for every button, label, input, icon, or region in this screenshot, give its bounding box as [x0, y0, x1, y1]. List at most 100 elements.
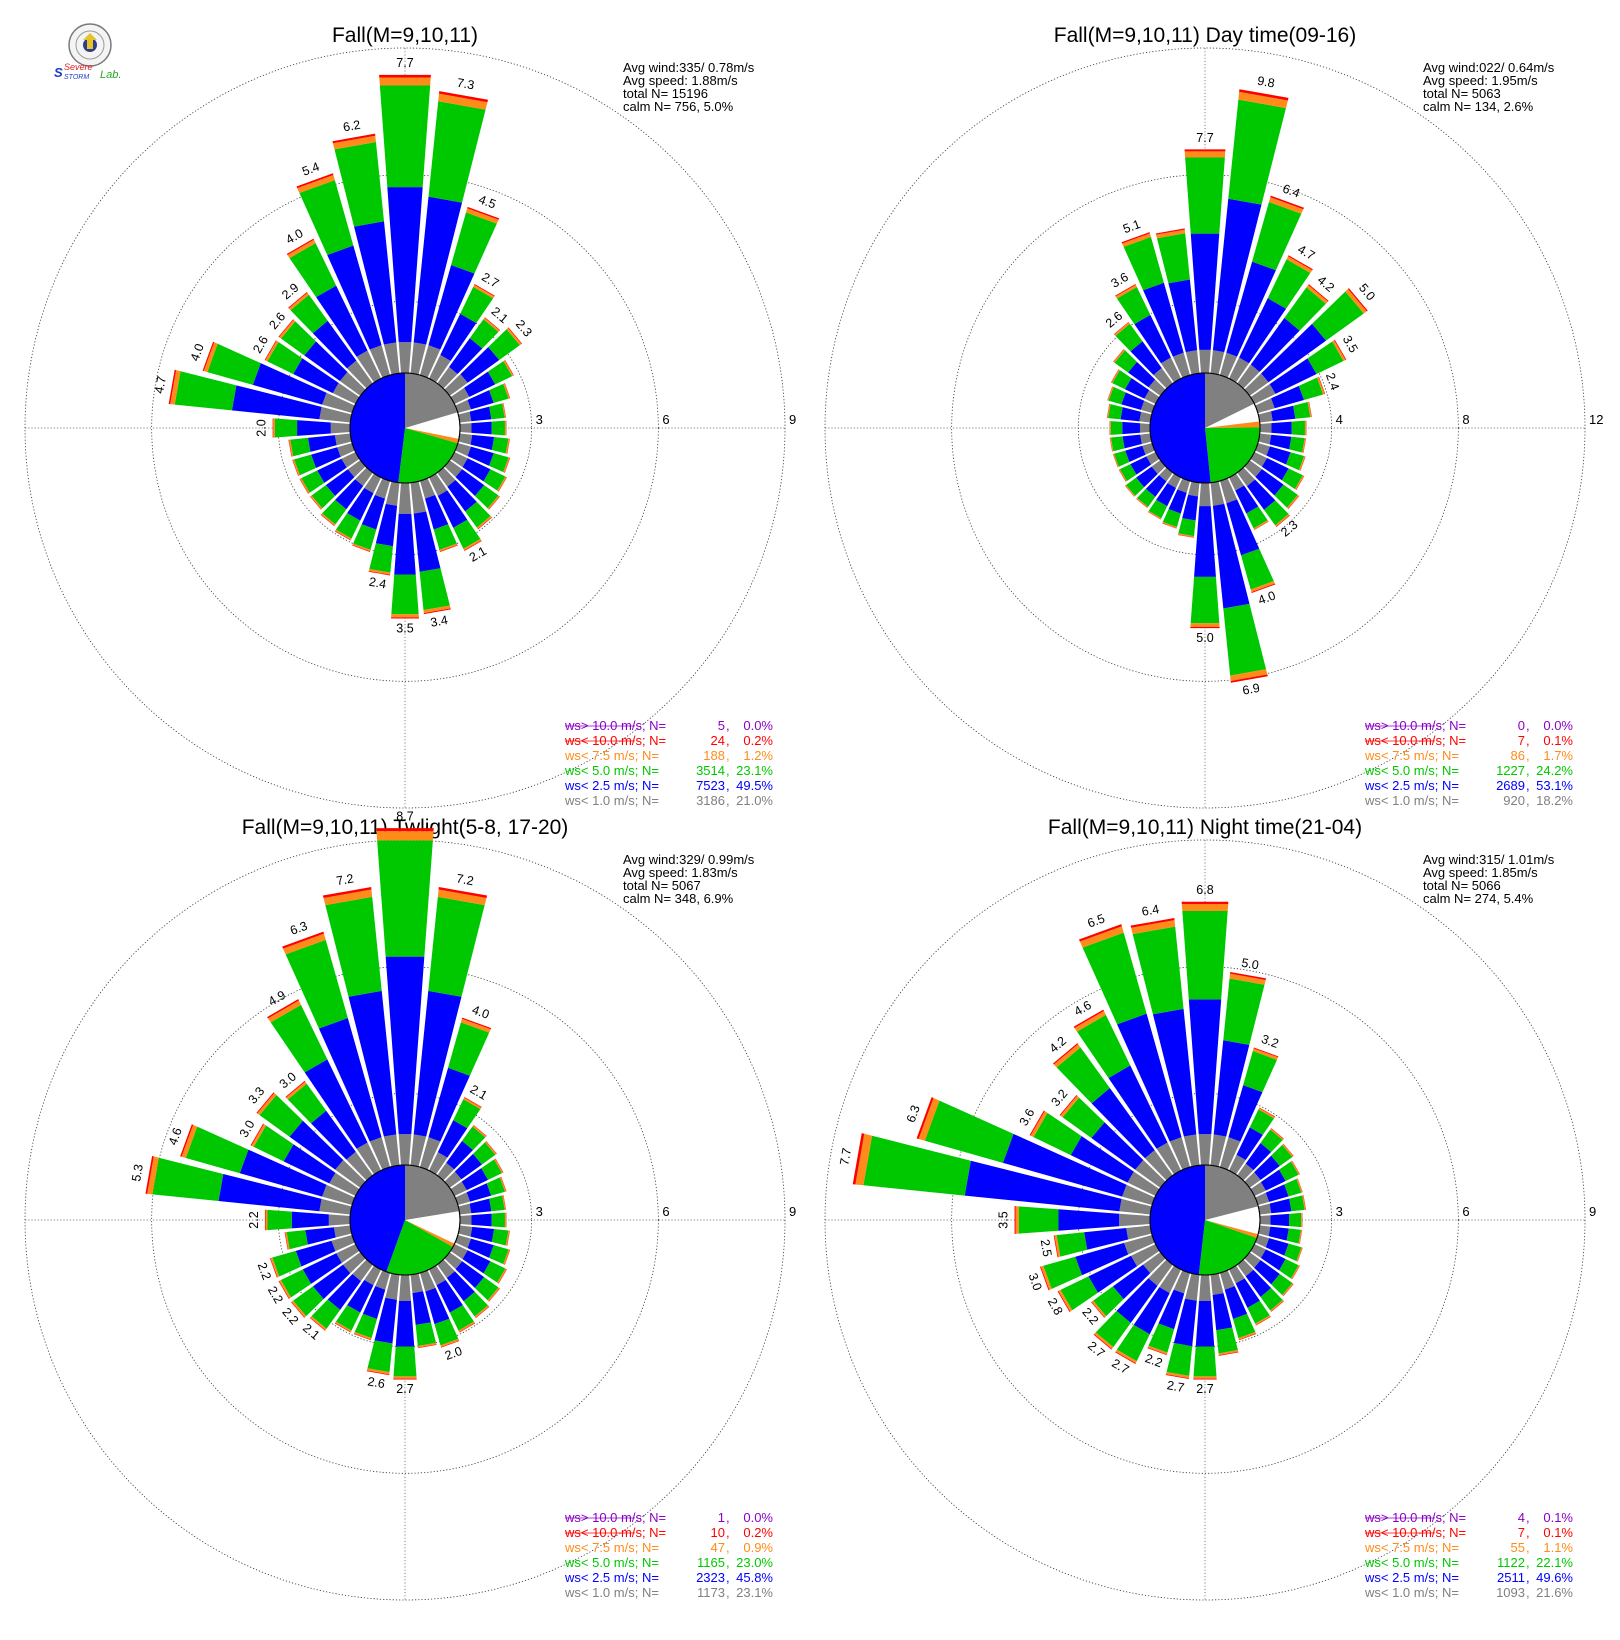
bar-seg-2-5: [1136, 466, 1158, 488]
legend-sep: ,: [1526, 733, 1530, 748]
bar-seg-7-5: [497, 1268, 507, 1284]
bar-seg-2-5: [305, 1227, 336, 1245]
bar-seg-5-0: [1033, 1112, 1082, 1156]
direction-bar: [1162, 478, 1191, 529]
bar-seg-5-0: [924, 1100, 1014, 1163]
bar-seg-calm-1: [1199, 349, 1211, 374]
bar-seg-5-0: [489, 383, 509, 403]
bar-value-label: 7.7: [1196, 131, 1213, 145]
bar-seg-10: [1165, 1374, 1189, 1380]
bar-seg-7-5: [1301, 1212, 1303, 1228]
legend-sep: ,: [1526, 1570, 1530, 1585]
legend-count: 4: [1518, 1510, 1525, 1525]
bar-seg-2-5: [327, 1274, 361, 1310]
bar-seg-calm-1: [1151, 460, 1166, 474]
bar-seg-7-5: [335, 529, 352, 540]
bar-seg-2-5: [311, 1110, 356, 1160]
bar-seg-calm-1: [437, 1259, 455, 1278]
bar-seg-10: [503, 1195, 507, 1210]
bar-value-label: 2.0: [443, 1344, 464, 1363]
bar-seg-calm-1: [355, 467, 373, 486]
bar-seg-2-5: [1125, 445, 1146, 462]
bar-seg-2-5: [317, 458, 347, 483]
bar-seg-calm-1: [374, 478, 391, 499]
direction-bar: [1237, 1128, 1284, 1181]
bar-seg-10: [475, 1306, 490, 1319]
direction-bar: [180, 1124, 355, 1206]
bar-seg-calm-1: [1146, 451, 1160, 465]
legend-count: 7: [1518, 1525, 1525, 1540]
stats-line: Avg wind:329/ 0.99m/s: [623, 852, 755, 867]
bar-seg-7-5: [473, 284, 495, 299]
bar-seg-7-5: [368, 568, 391, 575]
bar-seg-calm-1: [328, 1214, 351, 1226]
bar-seg-calm-1: [1167, 473, 1182, 489]
bar-value-label: 4.6: [166, 1126, 185, 1147]
bar-seg-7-5: [1178, 533, 1195, 538]
bar-value-label: 2.2: [247, 1211, 261, 1228]
bar-seg-7-5: [1040, 1265, 1052, 1290]
legend-class-label: ws< 7.5 m/s; N=: [1364, 748, 1459, 763]
bar-seg-5-0: [1110, 436, 1125, 452]
stats-line: calm N= 274, 5.4%: [1423, 891, 1534, 906]
bar-seg-10: [366, 1370, 390, 1376]
bar-seg-calm-1: [1169, 1137, 1191, 1170]
bar-seg-2-5: [1236, 1127, 1263, 1161]
bar-seg-calm-1: [322, 392, 355, 414]
legend-count: 10: [711, 1525, 725, 1540]
bar-seg-7-5: [1114, 322, 1130, 336]
legend-sep: ,: [726, 718, 730, 733]
bar-seg-7-5: [251, 1124, 267, 1147]
bar-seg-7-5: [1181, 904, 1229, 912]
bar-seg-10: [439, 544, 458, 552]
bar-seg-2-5: [385, 956, 425, 1135]
bar-seg-10: [1291, 1265, 1300, 1280]
legend-sep: ,: [726, 1510, 730, 1525]
bar-seg-2-5: [455, 469, 485, 497]
legend-count: 1: [718, 1510, 725, 1525]
bar-value-label: 3.6: [1017, 1106, 1038, 1128]
legend-percent: 49.5%: [736, 778, 773, 793]
direction-bar: [455, 383, 511, 414]
bar-seg-calm-1: [1210, 1134, 1227, 1167]
bar-seg-2-5: [1152, 1008, 1197, 1137]
bar-seg-7-5: [279, 319, 296, 339]
direction-bar: [1250, 339, 1347, 405]
bar-seg-7-5: [391, 614, 419, 618]
direction-bar: [1115, 284, 1182, 383]
bar-seg-calm-1: [419, 1137, 441, 1170]
bar-seg-10: [504, 359, 514, 376]
bar-seg-7-5: [1054, 1235, 1061, 1258]
bar-seg-7-5: [1122, 233, 1151, 247]
bar-seg-2-5: [1195, 1301, 1215, 1347]
bar-seg-2-5: [1124, 378, 1150, 399]
bar-seg-10: [438, 91, 489, 103]
bar-seg-calm-1: [444, 374, 468, 396]
direction-bar: [296, 173, 391, 378]
legend-sep: ,: [1526, 748, 1530, 763]
bar-seg-7-5: [1298, 456, 1306, 471]
bar-seg-5-0: [1286, 452, 1305, 471]
bar-seg-2-5: [1271, 405, 1296, 422]
pie-outline: [1149, 1164, 1261, 1276]
bar-seg-2-5: [395, 1301, 415, 1347]
bar-seg-calm-1: [1139, 423, 1151, 433]
direction-bar: [1244, 1143, 1294, 1188]
bar-seg-5-0: [486, 1177, 506, 1196]
bar-seg-2-5: [1130, 456, 1152, 475]
bar-seg-2-5: [461, 1168, 489, 1191]
bar-seg-7-5: [320, 513, 336, 526]
bar-seg-calm-1: [1258, 1225, 1271, 1237]
bar-seg-2-5: [318, 1017, 382, 1142]
direction-bar: [1228, 255, 1313, 383]
direction-bar: [391, 482, 419, 619]
bar-seg-5-0: [474, 1277, 499, 1301]
bar-seg-10: [1107, 386, 1113, 401]
bar-seg-10: [1073, 1009, 1104, 1028]
bar-seg-5-0: [1115, 323, 1143, 352]
bar-seg-calm-1: [1159, 1265, 1182, 1294]
bar-seg-calm-1: [339, 372, 366, 396]
bar-seg-5-0: [1056, 1047, 1110, 1104]
bar-seg-7-5: [505, 438, 510, 454]
bar-seg-10: [1291, 1160, 1300, 1175]
